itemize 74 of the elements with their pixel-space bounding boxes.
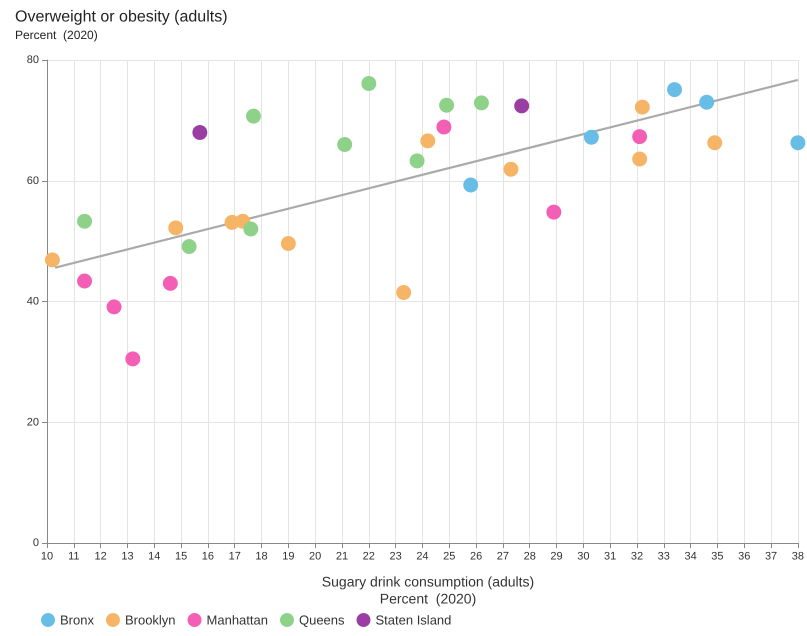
x-tick-label: 30 [577,550,590,562]
point [546,204,562,220]
x-tick-label: 33 [658,550,670,562]
point [790,135,806,150]
x-tick-label: 20 [309,550,322,562]
legend-label: Queens [298,612,345,628]
x-tick-label: 14 [148,550,160,562]
point [337,137,352,152]
point [632,152,648,167]
point [634,100,650,115]
x-tick-label: 11 [68,550,80,562]
point [436,120,452,135]
y-tick-label: 40 [26,296,39,308]
x-tick-label: 31 [604,550,616,562]
y-tick-label: 60 [26,174,39,187]
x-tick-label: 12 [94,550,107,562]
x-tick-label: 23 [390,550,402,562]
point [77,214,92,229]
x-tick-label: 13 [121,550,134,562]
x-tick-label: 29 [550,550,563,562]
x-tick-label: 22 [362,550,375,562]
x-tick-label: 26 [470,550,482,562]
point [77,273,92,288]
point [162,276,178,291]
point [410,153,425,168]
point [707,135,722,150]
chart-subtitle: Percent (2020) [15,28,98,42]
x-tick-label: 25 [443,550,456,562]
point [125,351,140,366]
legend-label: Manhattan [206,612,268,628]
point [474,95,489,110]
y-tick-label: 80 [26,54,39,66]
point [667,82,682,98]
x-tick-label: 38 [792,550,804,562]
x-tick-label: 27 [496,550,510,562]
x-tick-label: 35 [711,550,724,562]
x-tick-label: 21 [336,550,348,562]
point [246,108,261,124]
point [584,130,599,145]
point [420,133,436,148]
x-tick-label: 15 [174,550,188,562]
chart-title: Overweight or obesity (adults) [15,8,228,26]
point [396,284,412,300]
point [182,239,197,254]
x-tick-label: 10 [40,550,54,562]
x-tick-label: 36 [738,550,750,562]
x-axis-title: Sugary drink consumption (adults) Percent (2020) [322,574,534,606]
point [280,236,296,252]
x-tick-label: 17 [228,550,241,562]
point [699,94,714,110]
x-tick-label: 37 [764,550,778,562]
point [632,129,648,144]
x-tick-label: 18 [255,550,268,562]
point [503,162,518,177]
x-tick-label: 32 [630,550,644,562]
point [243,222,258,237]
point [44,252,60,268]
point [463,177,478,192]
x-tick-label: 34 [684,550,697,562]
legend-label: Brooklyn [124,612,176,628]
point [439,98,454,113]
legend-label: Staten Island [376,612,452,628]
legend-label: Bronx [60,612,94,628]
y-tick-label: 20 [26,416,39,428]
x-tick-label: 19 [282,550,294,562]
x-tick-label: 24 [416,550,429,562]
point [514,98,530,114]
y-tick-label: 0 [32,537,39,549]
x-tick-label: 16 [202,550,214,562]
x-tick-label: 28 [524,550,536,562]
point [106,299,122,314]
point [168,220,184,236]
point [192,124,208,140]
point [361,76,376,92]
